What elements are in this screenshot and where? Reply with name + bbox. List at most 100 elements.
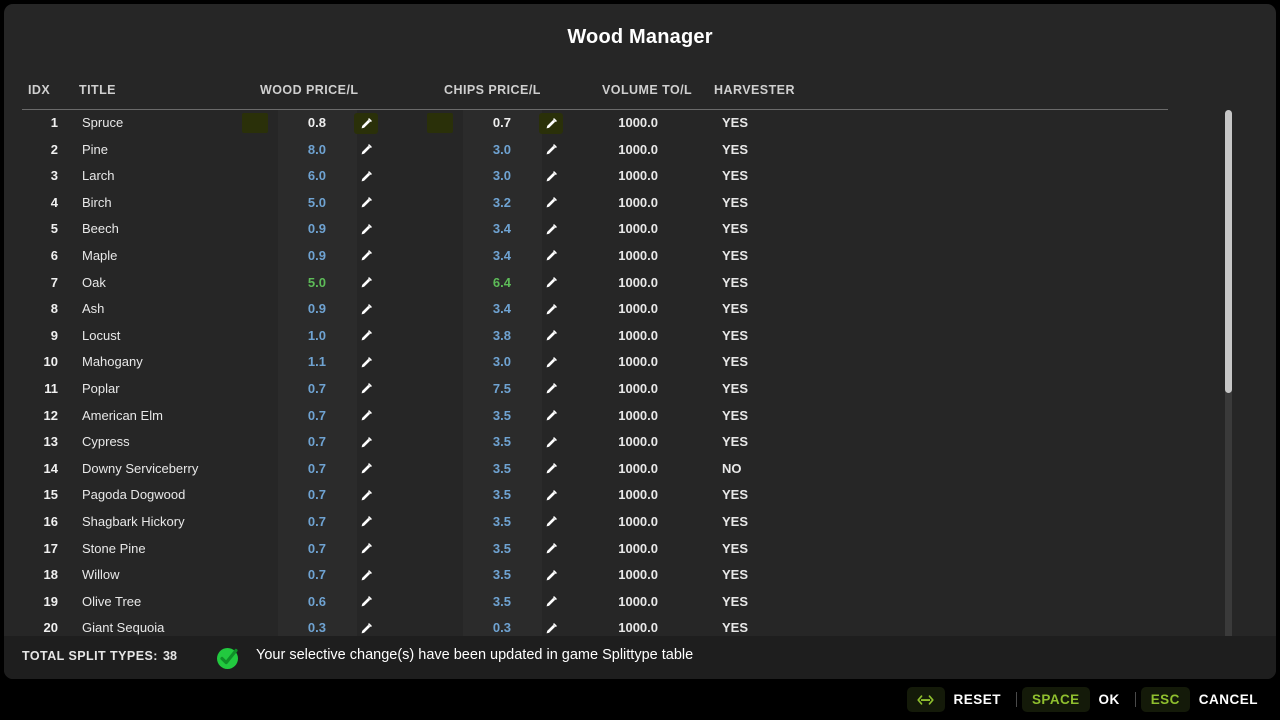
wood-price-highlight[interactable] — [242, 485, 268, 505]
table-row[interactable]: 10 Mahogany 1.1 3.0 1000.0 YES — [4, 349, 1276, 376]
chips-price-highlight[interactable] — [427, 299, 453, 319]
wood-price-highlight[interactable] — [242, 219, 268, 239]
pencil-icon[interactable] — [539, 139, 563, 160]
pencil-icon[interactable] — [354, 192, 378, 213]
chips-price-highlight[interactable] — [427, 166, 453, 186]
pencil-icon[interactable] — [354, 112, 378, 134]
table-row[interactable]: 5 Beech 0.9 3.4 1000.0 YES — [4, 216, 1276, 243]
chips-price-highlight[interactable] — [427, 193, 453, 213]
pencil-icon[interactable] — [539, 325, 563, 346]
pencil-icon[interactable] — [539, 458, 563, 479]
chips-price-highlight[interactable] — [427, 565, 453, 585]
chips-price-highlight[interactable] — [427, 140, 453, 160]
pencil-icon[interactable] — [539, 352, 563, 373]
wood-price-highlight[interactable] — [242, 592, 268, 612]
wood-price-highlight[interactable] — [242, 406, 268, 426]
pencil-icon[interactable] — [539, 219, 563, 240]
pencil-icon[interactable] — [539, 245, 563, 266]
pencil-icon[interactable] — [354, 405, 378, 426]
pencil-icon[interactable] — [354, 245, 378, 266]
chips-price-highlight[interactable] — [427, 459, 453, 479]
wood-price-highlight[interactable] — [242, 246, 268, 266]
pencil-icon[interactable] — [354, 618, 378, 639]
wood-price-highlight[interactable] — [242, 273, 268, 293]
pencil-icon[interactable] — [354, 139, 378, 160]
pencil-icon[interactable] — [354, 432, 378, 453]
table-row[interactable]: 14 Downy Serviceberry 0.7 3.5 1000.0 NO — [4, 456, 1276, 483]
table-row[interactable]: 15 Pagoda Dogwood 0.7 3.5 1000.0 YES — [4, 482, 1276, 509]
pencil-icon[interactable] — [539, 272, 563, 293]
table-row[interactable]: 18 Willow 0.7 3.5 1000.0 YES — [4, 562, 1276, 589]
table-row[interactable]: 13 Cypress 0.7 3.5 1000.0 YES — [4, 429, 1276, 456]
left-right-arrow-icon[interactable] — [906, 687, 945, 712]
table-row[interactable]: 17 Stone Pine 0.7 3.5 1000.0 YES — [4, 536, 1276, 563]
pencil-icon[interactable] — [539, 511, 563, 532]
chips-price-highlight[interactable] — [427, 379, 453, 399]
pencil-icon[interactable] — [354, 511, 378, 532]
chips-price-highlight[interactable] — [427, 512, 453, 532]
toolbar-label-reset[interactable]: RESET — [953, 692, 1002, 707]
wood-price-highlight[interactable] — [242, 166, 268, 186]
pencil-icon[interactable] — [539, 378, 563, 399]
pencil-icon[interactable] — [539, 538, 563, 559]
pencil-icon[interactable] — [354, 325, 378, 346]
table-row[interactable]: 9 Locust 1.0 3.8 1000.0 YES — [4, 323, 1276, 350]
pencil-icon[interactable] — [354, 591, 378, 612]
table-row[interactable]: 2 Pine 8.0 3.0 1000.0 YES — [4, 137, 1276, 164]
chips-price-highlight[interactable] — [427, 273, 453, 293]
pencil-icon[interactable] — [354, 378, 378, 399]
pencil-icon[interactable] — [539, 299, 563, 320]
toolbar-key-cancel[interactable]: ESC — [1140, 687, 1190, 712]
table-row[interactable]: 19 Olive Tree 0.6 3.5 1000.0 YES — [4, 589, 1276, 616]
pencil-icon[interactable] — [354, 272, 378, 293]
pencil-icon[interactable] — [539, 432, 563, 453]
pencil-icon[interactable] — [539, 591, 563, 612]
toolbar-label-cancel[interactable]: CANCEL — [1198, 692, 1258, 707]
wood-price-highlight[interactable] — [242, 113, 268, 133]
wood-price-highlight[interactable] — [242, 565, 268, 585]
pencil-icon[interactable] — [354, 458, 378, 479]
table-row[interactable]: 7 Oak 5.0 6.4 1000.0 YES — [4, 270, 1276, 297]
wood-price-highlight[interactable] — [242, 512, 268, 532]
chips-price-highlight[interactable] — [427, 592, 453, 612]
chips-price-highlight[interactable] — [427, 352, 453, 372]
table-row[interactable]: 11 Poplar 0.7 7.5 1000.0 YES — [4, 376, 1276, 403]
table-row[interactable]: 3 Larch 6.0 3.0 1000.0 YES — [4, 163, 1276, 190]
pencil-icon[interactable] — [354, 299, 378, 320]
table-row[interactable]: 20 Giant Sequoia 0.3 0.3 1000.0 YES — [4, 615, 1276, 642]
pencil-icon[interactable] — [354, 485, 378, 506]
chips-price-highlight[interactable] — [427, 113, 453, 133]
pencil-icon[interactable] — [354, 352, 378, 373]
table-scrollbar-thumb[interactable] — [1225, 110, 1232, 394]
table-row[interactable]: 12 American Elm 0.7 3.5 1000.0 YES — [4, 403, 1276, 430]
chips-price-highlight[interactable] — [427, 326, 453, 346]
table-scrollbar-track[interactable] — [1225, 110, 1232, 644]
pencil-icon[interactable] — [539, 166, 563, 187]
wood-price-highlight[interactable] — [242, 432, 268, 452]
chips-price-highlight[interactable] — [427, 246, 453, 266]
pencil-icon[interactable] — [539, 405, 563, 426]
wood-price-highlight[interactable] — [242, 352, 268, 372]
wood-price-highlight[interactable] — [242, 193, 268, 213]
pencil-icon[interactable] — [539, 618, 563, 639]
chips-price-highlight[interactable] — [427, 406, 453, 426]
table-row[interactable]: 1 Spruce 0.8 0.7 1000.0 YES — [4, 110, 1276, 137]
wood-price-highlight[interactable] — [242, 539, 268, 559]
table-row[interactable]: 6 Maple 0.9 3.4 1000.0 YES — [4, 243, 1276, 270]
table-row[interactable]: 4 Birch 5.0 3.2 1000.0 YES — [4, 190, 1276, 217]
chips-price-highlight[interactable] — [427, 432, 453, 452]
table-body[interactable]: 1 Spruce 0.8 0.7 1000.0 YES 2 Pine 8.0 3.0 1000.0 Y… — [4, 110, 1276, 649]
pencil-icon[interactable] — [539, 485, 563, 506]
wood-price-highlight[interactable] — [242, 379, 268, 399]
chips-price-highlight[interactable] — [427, 219, 453, 239]
chips-price-highlight[interactable] — [427, 485, 453, 505]
toolbar-key-ok[interactable]: SPACE — [1022, 687, 1090, 712]
toolbar-label-ok[interactable]: OK — [1098, 692, 1120, 707]
wood-price-highlight[interactable] — [242, 459, 268, 479]
wood-price-highlight[interactable] — [242, 140, 268, 160]
table-row[interactable]: 8 Ash 0.9 3.4 1000.0 YES — [4, 296, 1276, 323]
pencil-icon[interactable] — [354, 219, 378, 240]
pencil-icon[interactable] — [539, 565, 563, 586]
wood-price-highlight[interactable] — [242, 299, 268, 319]
table-row[interactable]: 16 Shagbark Hickory 0.7 3.5 1000.0 YES — [4, 509, 1276, 536]
